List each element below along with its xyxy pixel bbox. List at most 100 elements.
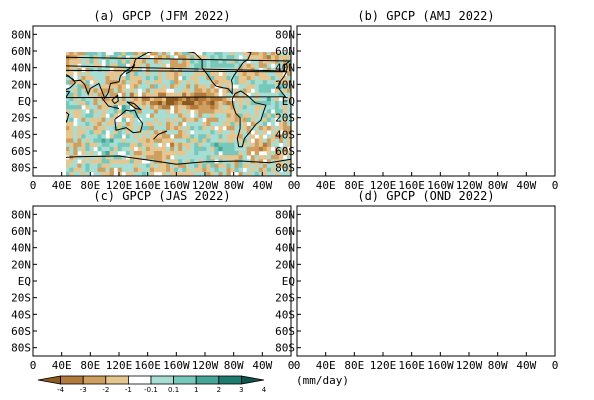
field-cell xyxy=(286,159,292,164)
field-cell xyxy=(162,47,166,51)
field-cell xyxy=(45,235,49,239)
field-cell xyxy=(337,105,341,109)
field-cell xyxy=(442,147,446,151)
field-cell xyxy=(114,34,118,38)
field-cell xyxy=(527,93,531,97)
field-cell xyxy=(105,88,110,93)
field-cell xyxy=(446,114,450,118)
field-cell xyxy=(482,34,486,38)
field-cell xyxy=(263,244,267,248)
field-cell xyxy=(329,72,333,76)
field-cell xyxy=(325,118,329,122)
field-cell xyxy=(345,89,349,93)
field-cell xyxy=(345,139,349,143)
field-cell xyxy=(414,122,418,126)
field-cell xyxy=(442,101,446,105)
field-cell xyxy=(141,76,147,81)
field-cell xyxy=(66,96,70,102)
field-cell xyxy=(394,101,398,105)
field-cell xyxy=(157,167,163,173)
field-cell xyxy=(511,126,515,130)
field-cell xyxy=(262,55,268,60)
field-cell xyxy=(454,168,458,172)
field-cell xyxy=(141,171,147,177)
field-cell xyxy=(270,117,276,123)
field-cell xyxy=(374,43,378,47)
field-cell xyxy=(442,64,446,68)
field-cell xyxy=(345,118,349,122)
field-cell xyxy=(286,67,292,73)
field-cell xyxy=(282,63,288,68)
field-cell xyxy=(61,206,65,210)
field-cell xyxy=(511,97,515,101)
field-cell xyxy=(149,155,155,160)
field-cell xyxy=(515,114,519,118)
field-cell xyxy=(341,159,345,163)
field-cell xyxy=(378,114,382,118)
field-cell xyxy=(133,142,139,148)
field-cell xyxy=(230,142,235,148)
field-cell xyxy=(101,159,106,164)
field-cell xyxy=(362,109,366,113)
field-cell xyxy=(430,105,434,109)
field-cell xyxy=(422,30,426,34)
field-cell xyxy=(33,118,37,122)
field-cell xyxy=(353,84,357,88)
field-cell xyxy=(470,64,474,68)
field-cell xyxy=(313,109,317,113)
field-cell xyxy=(105,55,110,60)
field-cell xyxy=(93,67,98,73)
field-cell xyxy=(278,138,284,143)
field-cell xyxy=(178,155,183,160)
field-cell xyxy=(243,231,247,235)
field-cell xyxy=(394,126,398,130)
field-cell xyxy=(53,223,57,227)
field-cell xyxy=(166,55,171,60)
field-cell xyxy=(543,134,547,138)
field-cell xyxy=(527,97,531,101)
field-cell xyxy=(110,223,114,227)
field-cell xyxy=(527,159,531,163)
field-cell xyxy=(446,59,450,63)
field-cell xyxy=(374,126,378,130)
field-cell xyxy=(503,109,507,113)
field-cell xyxy=(438,109,442,113)
field-cell xyxy=(206,219,210,223)
field-cell xyxy=(266,80,272,85)
field-cell xyxy=(113,159,118,164)
field-cell xyxy=(218,105,223,110)
field-cell xyxy=(113,52,118,56)
field-cell xyxy=(178,130,183,135)
field-cell xyxy=(66,101,70,106)
field-cell xyxy=(474,84,478,88)
field-cell xyxy=(157,146,163,152)
field-cell xyxy=(210,88,215,93)
field-cell xyxy=(138,26,142,30)
field-cell xyxy=(113,84,118,89)
coastline xyxy=(365,97,383,109)
field-cell xyxy=(61,43,65,47)
field-cell xyxy=(349,80,353,84)
field-cell xyxy=(478,68,482,72)
field-cell xyxy=(174,63,179,68)
field-cell xyxy=(178,59,183,64)
field-cell xyxy=(313,126,317,130)
field-cell xyxy=(162,71,167,77)
field-cell xyxy=(53,168,57,172)
field-cell xyxy=(129,167,135,173)
field-cell xyxy=(491,51,495,55)
field-cell xyxy=(81,210,85,214)
field-cell xyxy=(478,43,482,47)
field-cell xyxy=(454,76,458,80)
field-cell xyxy=(218,227,222,231)
field-cell xyxy=(57,51,61,55)
field-cell xyxy=(446,72,450,76)
field-cell xyxy=(317,164,321,168)
field-cell xyxy=(69,134,74,139)
field-cell xyxy=(243,34,247,38)
field-cell xyxy=(499,80,503,84)
field-cell xyxy=(247,244,251,248)
field-cell xyxy=(150,34,154,38)
field-cell xyxy=(523,105,527,109)
field-cell xyxy=(317,168,321,172)
